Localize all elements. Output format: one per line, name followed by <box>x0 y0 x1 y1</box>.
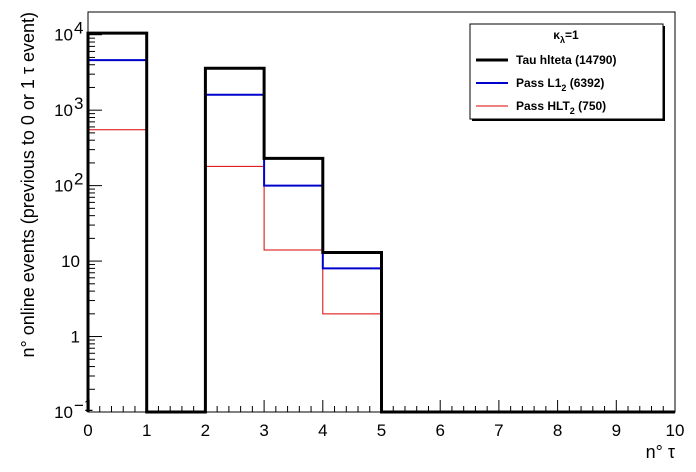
y-tick-label: 1 <box>71 328 80 347</box>
x-tick-label: 1 <box>142 421 151 440</box>
x-tick-label: 3 <box>259 421 268 440</box>
x-tick-label: 0 <box>83 421 92 440</box>
x-tick-label: 10 <box>666 421 685 440</box>
x-axis: 0 1 2 3 4 5 6 7 8 9 10 <box>83 400 684 440</box>
legend-box <box>469 23 664 120</box>
x-tick-label: 2 <box>201 421 210 440</box>
x-tick-label: 9 <box>612 421 621 440</box>
x-axis-title: n° τ <box>646 442 675 462</box>
y-tick-exponent: 2 <box>74 170 83 189</box>
x-tick-label: 7 <box>494 421 503 440</box>
legend-shadow-bottom <box>472 119 665 121</box>
y-tick-label: 10 <box>54 26 73 45</box>
y-axis-title: n° online events (previous to 0 or 1 τ e… <box>18 12 38 358</box>
y-tick-label: 10 <box>54 101 73 120</box>
y-tick-exponent: −1 <box>74 396 93 415</box>
x-tick-label: 4 <box>318 421 327 440</box>
legend-label-0: Tau hlteta (14790) <box>516 53 616 67</box>
y-tick-exponent: 3 <box>74 94 83 113</box>
legend-shadow-right <box>663 26 665 121</box>
series-layer <box>86 31 675 414</box>
x-tick-label: 8 <box>553 421 562 440</box>
legend-label-2: Pass HLT2 (750) <box>516 99 606 116</box>
y-tick-exponent: 4 <box>74 19 83 38</box>
series-line-0 <box>86 31 675 414</box>
x-tick-label: 5 <box>377 421 386 440</box>
legend: κλ=1 Tau hlteta (14790) Pass L12 (6392) Pa… <box>469 23 665 121</box>
y-tick-label: 10 <box>61 252 80 271</box>
legend-header: κλ=1 <box>553 28 579 45</box>
y-tick-label: 10 <box>54 177 73 196</box>
legend-label-1: Pass L12 (6392) <box>516 76 604 93</box>
x-tick-label: 6 <box>435 421 444 440</box>
y-tick-label: 10 <box>54 403 73 422</box>
